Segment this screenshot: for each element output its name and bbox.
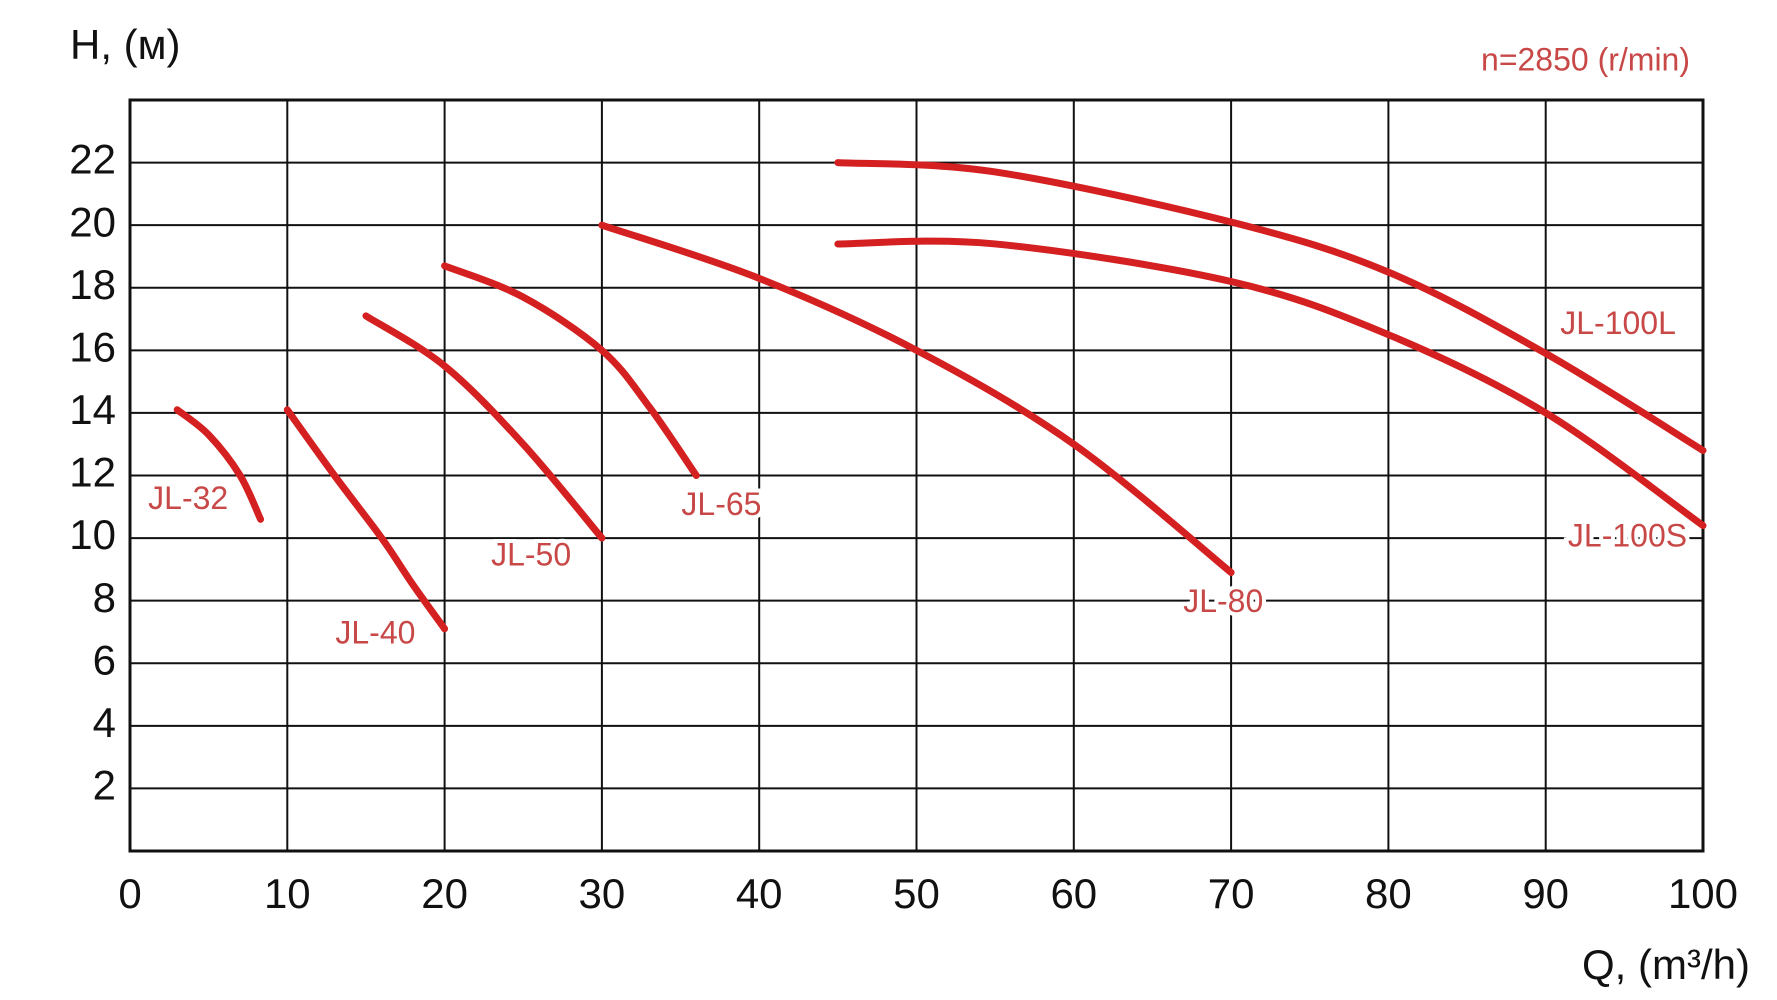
curve <box>598 221 1235 577</box>
y-axis-label: H, (м) <box>70 21 181 68</box>
x-tick-label: 50 <box>893 870 940 917</box>
curve <box>834 237 1707 530</box>
x-tick-label: 30 <box>579 870 626 917</box>
y-tick-label: 6 <box>93 636 116 683</box>
x-tick-label: 90 <box>1522 870 1569 917</box>
annotation: n=2850 (r/min) <box>1481 41 1690 77</box>
x-tick-label: 40 <box>736 870 783 917</box>
x-tick-label: 80 <box>1365 870 1412 917</box>
x-tick-label: 10 <box>264 870 311 917</box>
x-tick-label: 20 <box>421 870 468 917</box>
y-tick-label: 18 <box>69 261 116 308</box>
y-tick-label: 2 <box>93 762 116 809</box>
series-label: JL-65 <box>681 486 761 522</box>
curve <box>173 406 265 523</box>
series-label: JL-100L <box>1560 305 1676 341</box>
y-tick-label: 14 <box>69 386 116 433</box>
curve <box>362 312 606 542</box>
series-label: JL-40 <box>335 615 415 651</box>
x-tick-label: 100 <box>1668 870 1738 917</box>
y-tick-label: 16 <box>69 323 116 370</box>
x-tick-label: 70 <box>1208 870 1255 917</box>
y-tick-label: 12 <box>69 449 116 496</box>
series-label: JL-100S <box>1568 518 1687 554</box>
series-label: JL-50 <box>491 536 571 572</box>
y-tick-label: 8 <box>93 574 116 621</box>
y-tick-label: 22 <box>69 136 116 183</box>
x-axis-label: Q, (m³/h) <box>1582 941 1750 988</box>
x-tick-label: 0 <box>118 870 141 917</box>
y-tick-label: 10 <box>69 511 116 558</box>
x-tick-label: 60 <box>1050 870 1097 917</box>
y-tick-label: 20 <box>69 198 116 245</box>
series-label: JL-80 <box>1183 583 1263 619</box>
plot-border <box>128 98 1705 853</box>
curve <box>283 406 449 633</box>
y-tick-label: 4 <box>93 699 116 746</box>
series-label: JL-32 <box>148 480 228 516</box>
curve <box>441 262 700 479</box>
curve <box>834 159 1707 454</box>
